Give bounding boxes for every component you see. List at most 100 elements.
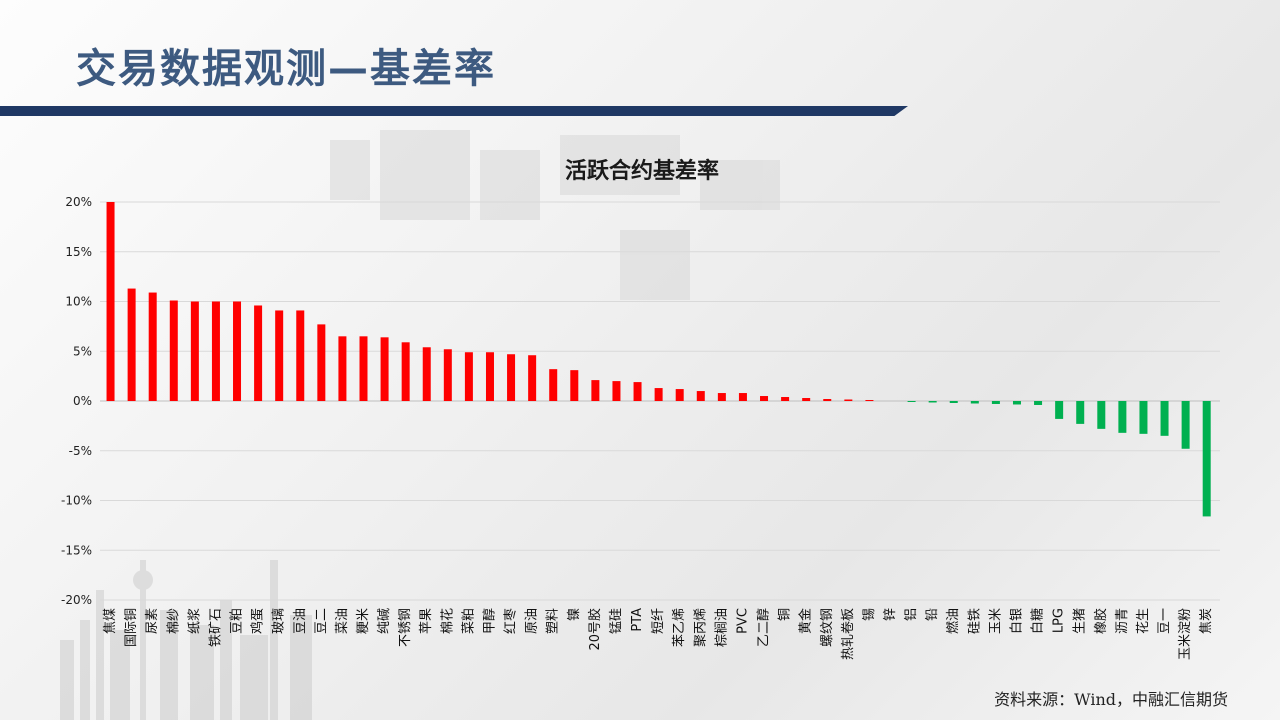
x-tick-label: 纯碱 xyxy=(377,608,392,634)
bar xyxy=(528,355,537,401)
bar xyxy=(211,301,220,401)
x-tick-label: 红枣 xyxy=(503,608,519,634)
x-tick-label: 锡 xyxy=(862,608,877,621)
bar xyxy=(169,300,178,401)
x-tick-label: 豆二 xyxy=(314,608,329,634)
bar xyxy=(844,399,853,401)
bar xyxy=(865,400,874,402)
x-tick-label: PTA xyxy=(630,608,645,632)
bar xyxy=(1097,401,1106,429)
y-tick-label: -15% xyxy=(61,543,92,557)
x-tick-label: 塑料 xyxy=(546,608,561,634)
bar xyxy=(443,349,452,401)
y-tick-label: -5% xyxy=(69,444,92,458)
bar xyxy=(422,347,431,401)
x-tick-label: 纸浆 xyxy=(187,608,202,634)
x-tick-label: 菜粕 xyxy=(461,608,476,634)
x-tick-label: 尿素 xyxy=(145,608,160,634)
y-tick-label: 5% xyxy=(73,344,92,358)
bar xyxy=(401,342,410,401)
x-tick-label: 铁矿石 xyxy=(208,608,223,647)
bar xyxy=(970,401,979,404)
x-tick-label: 豆油 xyxy=(293,608,308,634)
bar xyxy=(296,310,305,401)
x-tick-label: 锰硅 xyxy=(609,608,624,634)
x-tick-label: 原油 xyxy=(525,608,540,634)
y-tick-label: -20% xyxy=(61,593,92,607)
x-tick-label: 20号胶 xyxy=(587,608,603,651)
y-tick-label: 0% xyxy=(73,394,92,408)
x-tick-label: 焦炭 xyxy=(1199,608,1214,634)
x-tick-label: 沥青 xyxy=(1115,608,1130,634)
x-tick-label: 燃油 xyxy=(945,608,961,634)
x-tick-label: 苹果 xyxy=(419,608,434,634)
bar xyxy=(781,397,790,401)
x-tick-label: 花生 xyxy=(1135,608,1151,634)
bar xyxy=(1076,401,1085,424)
page-title: 交易数据观测—基差率 xyxy=(76,46,496,92)
bar xyxy=(802,398,811,401)
x-tick-label: 豆粕 xyxy=(230,608,245,634)
bar xyxy=(823,399,832,401)
bar xyxy=(254,305,263,401)
bar xyxy=(696,391,705,401)
title-bar xyxy=(0,106,908,116)
bar xyxy=(570,370,579,401)
bar xyxy=(1118,401,1127,433)
x-tick-label: 白糖 xyxy=(1030,608,1046,634)
x-tick-label: 苯乙烯 xyxy=(672,608,687,647)
x-tick-label: PVC xyxy=(735,608,750,634)
x-tick-label: 短纤 xyxy=(651,608,666,634)
bar xyxy=(549,369,558,401)
bar xyxy=(380,337,389,401)
y-tick-label: 20% xyxy=(65,195,92,209)
bar xyxy=(738,393,747,401)
x-tick-label: 热轧卷板 xyxy=(840,608,856,660)
bar xyxy=(359,336,368,401)
y-tick-label: -10% xyxy=(61,494,92,508)
bar xyxy=(1181,401,1190,449)
gridlines xyxy=(100,201,1220,601)
bar xyxy=(338,336,347,401)
bar xyxy=(760,396,769,401)
bar xyxy=(612,381,621,401)
bar xyxy=(949,401,958,403)
x-tick-label: 玻璃 xyxy=(272,608,287,634)
bar xyxy=(106,202,115,401)
bar xyxy=(1034,401,1043,405)
y-tick-label: 15% xyxy=(65,245,92,259)
x-tick-label: 粳米 xyxy=(356,608,371,634)
x-tick-label: 黄金 xyxy=(798,608,814,634)
x-tick-label: 生猪 xyxy=(1073,608,1088,634)
bar xyxy=(928,401,937,403)
x-tick-label: 铅 xyxy=(925,608,940,621)
x-tick-label: 橡胶 xyxy=(1093,608,1109,634)
bar xyxy=(1055,401,1064,419)
y-tick-label: 10% xyxy=(65,295,92,309)
x-tick-label: 镍 xyxy=(567,608,582,621)
x-tick-label: 棉纱 xyxy=(166,608,181,634)
x-tick-label: 甲醇 xyxy=(481,608,497,634)
x-tick-label: 硅铁 xyxy=(967,608,982,634)
x-tick-label: 锌 xyxy=(883,608,898,621)
y-axis: 20% 15% 10% 5% 0% -5% -10% -15% -20% xyxy=(61,195,92,607)
bar xyxy=(907,401,916,402)
bar xyxy=(464,352,473,401)
x-tick-label: 白银 xyxy=(1008,608,1024,634)
bar xyxy=(190,301,199,401)
x-tick-label: 不锈钢 xyxy=(398,608,413,647)
bar xyxy=(1012,401,1021,405)
x-axis-labels: 焦煤 国际铜 尿素 棉纱 纸浆 铁矿石 豆粕 鸡蛋 玻璃 豆油 豆二 菜油 粳米 纯碱 不锈钢 苹果 棉花 菜粕甲… xyxy=(103,608,1214,660)
bar xyxy=(317,324,326,401)
x-tick-label: 玉米淀粉 xyxy=(1178,608,1193,660)
bar xyxy=(148,292,157,401)
bar xyxy=(275,310,284,401)
x-tick-label: 乙二醇 xyxy=(756,608,772,647)
x-tick-label: 铝 xyxy=(904,608,919,621)
chart-title: 活跃合约基差率 xyxy=(565,158,719,184)
bar xyxy=(675,389,684,401)
bar xyxy=(654,388,663,401)
bar xyxy=(633,382,642,401)
bar xyxy=(591,380,600,401)
